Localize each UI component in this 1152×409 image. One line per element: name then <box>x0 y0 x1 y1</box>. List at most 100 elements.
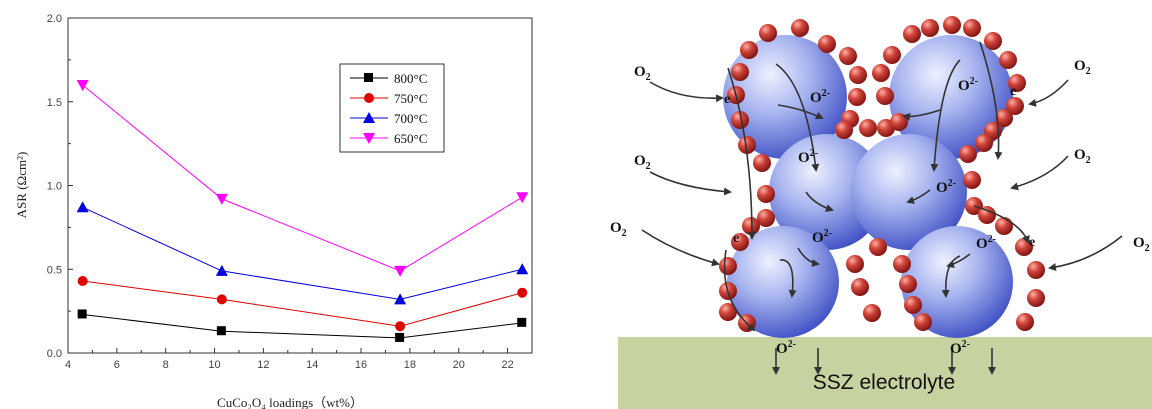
x-tick-label: 4 <box>65 359 71 371</box>
y-tick-label: 0.5 <box>47 264 62 276</box>
oxygen-label: O2 <box>634 64 651 83</box>
catalyst-particle <box>1006 97 1024 115</box>
electrode-grains <box>723 35 1013 338</box>
x-tick-label: 20 <box>453 359 465 371</box>
reaction-arrow <box>941 255 961 298</box>
data-point <box>395 321 406 332</box>
catalyst-particle <box>903 25 921 43</box>
reaction-arrow <box>805 191 834 212</box>
reaction-arrow <box>1028 79 1069 107</box>
series-line-3 <box>82 84 523 272</box>
species-index: 2 <box>1086 66 1091 77</box>
legend-label: 700°C <box>394 111 427 126</box>
oxygen-label: O2 <box>1074 147 1091 166</box>
legend-label: 650°C <box>394 131 427 146</box>
catalyst-particles <box>719 16 1045 332</box>
legend-marker <box>364 93 374 103</box>
reaction-arrow <box>902 109 941 121</box>
reaction-arrow <box>797 247 820 267</box>
series-lines <box>82 84 523 339</box>
x-tick-label: 14 <box>306 359 318 371</box>
data-point <box>76 201 89 213</box>
catalyst-particle <box>914 313 932 331</box>
reaction-arrow <box>979 41 1003 160</box>
catalyst-particle <box>757 209 775 227</box>
reaction-arrow <box>649 81 724 103</box>
data-point <box>394 265 407 277</box>
species-symbol: O <box>810 90 822 106</box>
electrode-grain <box>727 226 839 338</box>
series-markers <box>76 80 529 342</box>
x-tick-label: 10 <box>208 359 220 371</box>
data-point <box>516 263 529 275</box>
catalyst-particle <box>731 63 749 81</box>
species-index: 2 <box>1086 155 1091 166</box>
catalyst-particle <box>904 296 922 314</box>
catalyst-particle <box>818 35 836 53</box>
data-point <box>517 287 528 298</box>
reaction-arrow <box>641 229 720 267</box>
catalyst-particle <box>943 16 961 34</box>
data-point <box>517 317 527 327</box>
oxide-ion-label: O2- <box>950 339 970 357</box>
catalyst-particle <box>893 255 911 273</box>
data-point <box>76 80 89 91</box>
catalyst-particle <box>753 154 771 172</box>
species-index: 2 <box>646 161 651 172</box>
oxide-ion-label: O2- <box>976 234 996 252</box>
x-tick-label: 18 <box>404 359 416 371</box>
series-line-1 <box>82 280 523 327</box>
x-tick-label: 16 <box>355 359 367 371</box>
catalyst-particle <box>999 51 1017 69</box>
reaction-arrow <box>906 189 931 204</box>
data-point <box>215 264 228 276</box>
species-symbol: O <box>976 236 988 252</box>
reaction-arrow <box>1048 235 1123 272</box>
catalyst-particle <box>738 136 756 154</box>
data-point <box>215 193 228 205</box>
x-tick-label: 8 <box>163 359 169 371</box>
species-symbol: O <box>610 220 622 236</box>
species-index: 2 <box>646 72 651 83</box>
catalyst-particle <box>876 87 894 105</box>
catalyst-particle <box>863 304 881 322</box>
catalyst-particle <box>1027 289 1045 307</box>
reaction-arrow <box>1010 155 1069 191</box>
x-axis-title: CuCo₂O₄ loadings（wt%） <box>217 395 363 409</box>
reaction-arrow <box>723 249 756 332</box>
catalyst-particle <box>791 19 809 37</box>
oxygen-label: O2 <box>1074 58 1091 77</box>
reaction-arrows <box>641 41 1123 375</box>
reaction-arrow <box>930 59 961 172</box>
electrolyte-label: SSZ electrolyte <box>813 371 955 394</box>
oxide-ion-label: O2- <box>810 88 830 106</box>
oxide-ion-label: O2- <box>958 76 978 94</box>
y-axis-title: ASR (Ωcm²) <box>14 152 29 219</box>
catalyst-particle <box>731 111 749 129</box>
legend-marker <box>363 133 375 144</box>
reaction-arrow <box>727 67 756 240</box>
oxygen-label: O2 <box>610 220 627 239</box>
oxygen-label: O2 <box>1133 235 1150 254</box>
catalyst-particle <box>921 19 939 37</box>
species-index: 2 <box>622 228 627 239</box>
species-index: 2- <box>824 228 832 239</box>
species-symbol: O <box>634 64 646 80</box>
reaction-arrow <box>775 63 820 172</box>
species-symbol: O <box>936 180 948 196</box>
y-tick-label: 1.0 <box>47 181 62 193</box>
data-point <box>77 309 87 319</box>
catalyst-particle <box>872 64 890 82</box>
species-symbol: O <box>634 153 646 169</box>
catalyst-particle <box>963 171 981 189</box>
oxide-ion-label: O2- <box>936 178 956 196</box>
species-index: 2- <box>948 178 956 189</box>
data-point <box>395 332 405 342</box>
catalyst-particle <box>963 19 981 37</box>
electrode-grain <box>851 134 967 250</box>
species-symbol: O <box>1074 58 1086 74</box>
electrode-grain <box>723 35 847 159</box>
species-index: 2- <box>970 76 978 87</box>
